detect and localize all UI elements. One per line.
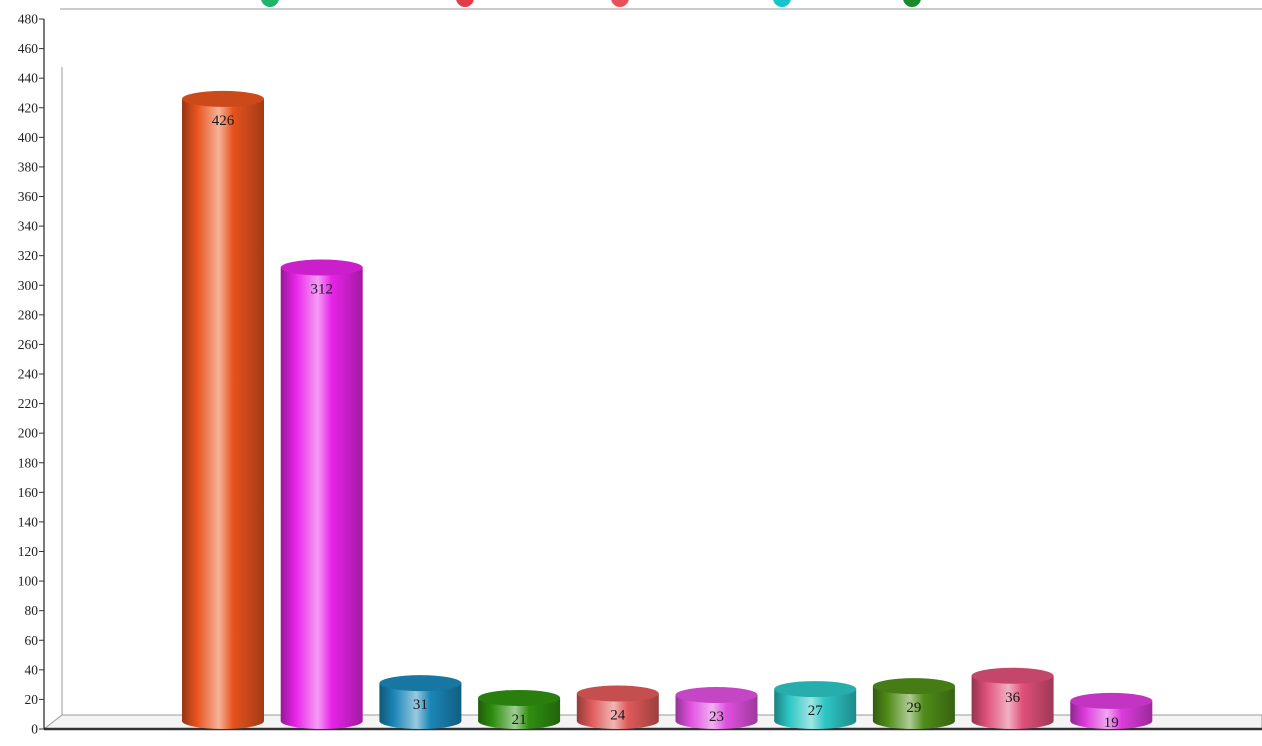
bar-cap	[872, 678, 955, 695]
y-tick-label: 200	[18, 426, 39, 441]
bar-body	[675, 694, 758, 729]
bar-value-label: 31	[413, 697, 428, 713]
y-tick-label: 100	[18, 574, 39, 589]
bar-body	[1070, 700, 1153, 729]
y-tick-label: 400	[18, 130, 39, 145]
bar: 19	[1070, 692, 1153, 731]
bar: 27	[774, 681, 857, 729]
bar: 23	[675, 686, 758, 729]
bar-body	[872, 686, 955, 729]
y-tick-label: 40	[25, 662, 39, 677]
legend-marker	[903, 0, 921, 7]
y-tick-label: 220	[18, 396, 39, 411]
bar-body	[280, 267, 363, 729]
bar-cap	[379, 675, 462, 692]
y-tick-label: 0	[31, 722, 38, 737]
bar-value-label: 312	[310, 282, 333, 298]
bar-cap	[971, 667, 1054, 684]
bar-body	[182, 98, 264, 729]
bar: 29	[872, 678, 955, 729]
y-tick-label: 80	[25, 603, 39, 618]
bar-cap	[774, 681, 857, 698]
bar-body	[576, 693, 659, 729]
bar: 31	[379, 675, 462, 729]
bar: 426	[182, 90, 264, 729]
y-tick-label: 480	[18, 12, 39, 27]
y-tick-label: 140	[18, 514, 39, 529]
bar-value-label: 27	[808, 703, 824, 719]
bar-value-label: 23	[709, 709, 724, 725]
bar-value-label: 24	[610, 708, 626, 724]
bar: 21	[478, 689, 561, 729]
legend-marker	[456, 0, 474, 7]
y-tick-label: 60	[25, 633, 39, 648]
bar-cap	[675, 686, 758, 703]
y-tick-label: 420	[18, 100, 39, 115]
y-tick-label: 160	[18, 485, 39, 500]
bar-cap	[1070, 692, 1153, 709]
bar: 24	[576, 685, 659, 729]
bar-body	[971, 675, 1054, 729]
y-tick-label: 460	[18, 41, 39, 56]
y-tick-label: 380	[18, 159, 39, 174]
bar-cap	[280, 259, 363, 276]
y-tick-label: 340	[18, 219, 39, 234]
y-tick-label: 240	[18, 367, 39, 382]
y-tick-label: 20	[25, 692, 39, 707]
legend-marker	[773, 0, 791, 7]
y-tick-label: 280	[18, 307, 39, 322]
bar: 312	[280, 259, 363, 729]
bar-body	[478, 697, 561, 729]
bar-value-label: 19	[1104, 715, 1119, 731]
bar-body	[379, 683, 462, 729]
bar-value-label: 21	[512, 712, 527, 728]
bar-cap	[576, 685, 659, 702]
y-tick-label: 360	[18, 189, 39, 204]
legend-marker	[261, 0, 279, 7]
y-tick-label: 120	[18, 544, 39, 559]
bar-cap	[182, 90, 264, 107]
bar-value-label: 426	[212, 113, 235, 129]
bar: 36	[971, 667, 1054, 729]
bar-cap	[478, 689, 561, 706]
bar-value-label: 29	[906, 700, 921, 716]
bars: 426 312 31 21 24 23 27 29 36 19	[182, 90, 1153, 731]
legend	[60, 0, 1262, 10]
y-tick-label: 440	[18, 71, 39, 86]
y-tick-label: 260	[18, 337, 39, 352]
bar-value-label: 36	[1005, 690, 1021, 706]
y-tick-label: 180	[18, 455, 39, 470]
legend-marker	[611, 0, 629, 7]
y-tick-label: 320	[18, 248, 39, 263]
bar-body	[774, 689, 857, 729]
y-tick-label: 300	[18, 278, 39, 293]
